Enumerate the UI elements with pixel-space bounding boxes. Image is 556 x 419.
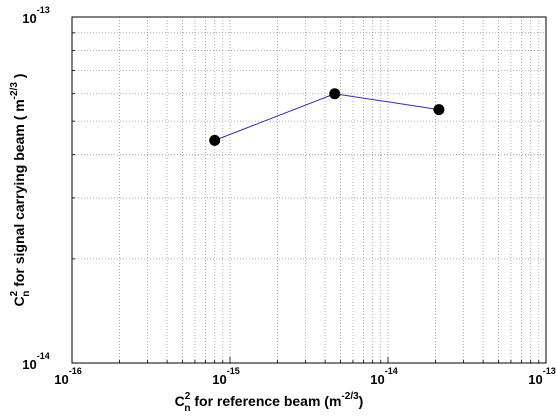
x-title-sub: n	[184, 403, 190, 414]
x-tick-label: 10-13	[528, 366, 555, 387]
x-tick-label: 10-15	[212, 366, 239, 387]
plot-frame	[71, 16, 547, 364]
x-title-sup: 2	[185, 391, 191, 402]
x-title-unit-exp: -2/3	[341, 391, 359, 402]
x-tick-exp: -14	[385, 366, 398, 376]
x-tick-base: 10	[54, 372, 68, 387]
y-title-pre: C	[11, 296, 27, 306]
y-tick-base: 10	[22, 357, 36, 372]
grid	[71, 17, 546, 364]
y-tick-exp: -14	[37, 351, 50, 361]
x-title-text: for reference beam (m	[190, 393, 341, 409]
x-tick-exp: -15	[227, 366, 240, 376]
y-title-text: for signal carrying beam ( m	[11, 99, 27, 290]
x-axis-title: C2 n for reference beam (m-2/3)	[175, 391, 364, 414]
data-point	[433, 104, 445, 116]
x-tick-label: 10-16	[54, 366, 81, 387]
y-title-post: )	[11, 74, 27, 83]
y-title-unit-exp: -2/3	[9, 82, 20, 100]
y-tick-exp: -13	[37, 5, 50, 15]
x-tick-exp: -13	[543, 366, 556, 376]
x-tick-label: 10-14	[370, 366, 397, 387]
x-tick-exp: -16	[69, 366, 82, 376]
y-tick-label: 10-14	[22, 351, 49, 372]
data-point	[209, 134, 221, 146]
x-tick-base: 10	[212, 372, 226, 387]
y-tick-label: 10-13	[22, 5, 49, 26]
x-title-post: )	[359, 393, 364, 409]
y-title-sub: n	[21, 291, 32, 297]
x-tick-base: 10	[528, 372, 542, 387]
y-title-sup: 2	[9, 290, 20, 296]
x-tick-base: 10	[370, 372, 384, 387]
series-line	[214, 93, 439, 141]
series	[209, 88, 445, 146]
data-point	[329, 88, 341, 100]
y-tick-base: 10	[22, 11, 36, 26]
x-title-pre: C	[175, 393, 185, 409]
y-axis-title: C2n for signal carrying beam ( m-2/3 )	[9, 74, 32, 307]
